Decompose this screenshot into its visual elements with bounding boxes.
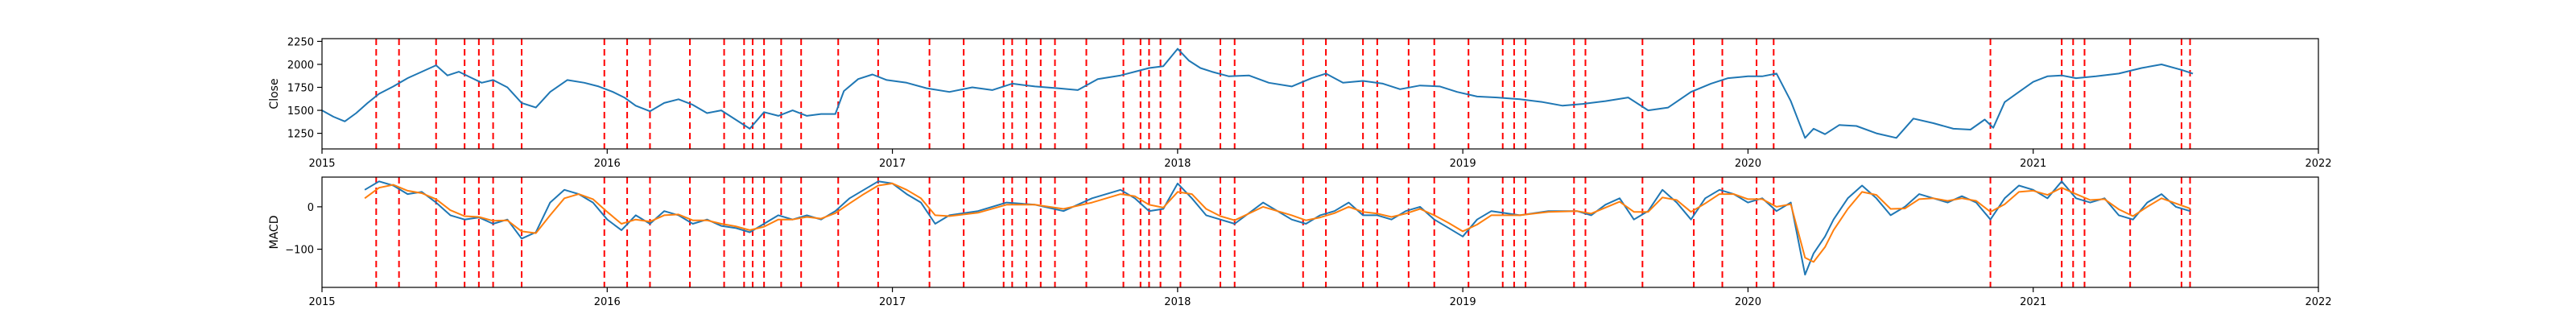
plot-frame [321, 38, 2319, 150]
x-tick-label: 2021 [2020, 158, 2046, 170]
x-tick-label: 2017 [879, 158, 906, 170]
x-tick-label: 2020 [1735, 296, 1761, 308]
x-tick-label: 2015 [308, 158, 335, 170]
close-panel: 2015 2016 2017 2018 2019 2020 2021 2022 1250 1500… [268, 36, 2332, 170]
x-tick-label: 2020 [1735, 158, 1761, 170]
y-axis-label: MACD [268, 216, 281, 250]
y-tick-label: −100 [285, 245, 314, 257]
y-axis-label: Close [268, 78, 281, 109]
macd-panel: 2015 2016 2017 2018 2019 2020 2021 2022 0 −100 MAC… [268, 176, 2332, 308]
x-tick-label: 2019 [1450, 158, 1476, 170]
y-tick-label: 2250 [287, 36, 314, 48]
macd-series-line-1 [364, 180, 2190, 276]
x-tick-label: 2022 [2305, 296, 2331, 308]
x-tick-label: 2018 [1164, 158, 1191, 170]
close-series-line [321, 47, 2194, 139]
y-tick-label: 1500 [287, 105, 314, 118]
plot-frame [321, 176, 2319, 288]
x-tick-label: 2016 [594, 158, 621, 170]
x-tick-label: 2016 [594, 296, 621, 308]
x-tick-label: 2021 [2020, 296, 2046, 308]
x-tick-label: 2019 [1450, 296, 1476, 308]
x-tick-label: 2018 [1164, 296, 1191, 308]
x-tick-label: 2022 [2305, 158, 2331, 170]
x-tick-label: 2017 [879, 296, 906, 308]
y-tick-label: 1750 [287, 83, 314, 95]
y-tick-label: 2000 [287, 60, 314, 72]
y-tick-label: 0 [308, 202, 314, 214]
x-tick-label: 2015 [308, 296, 335, 308]
macd-series-line-2 [364, 182, 2190, 263]
y-tick-label: 1250 [287, 129, 314, 141]
